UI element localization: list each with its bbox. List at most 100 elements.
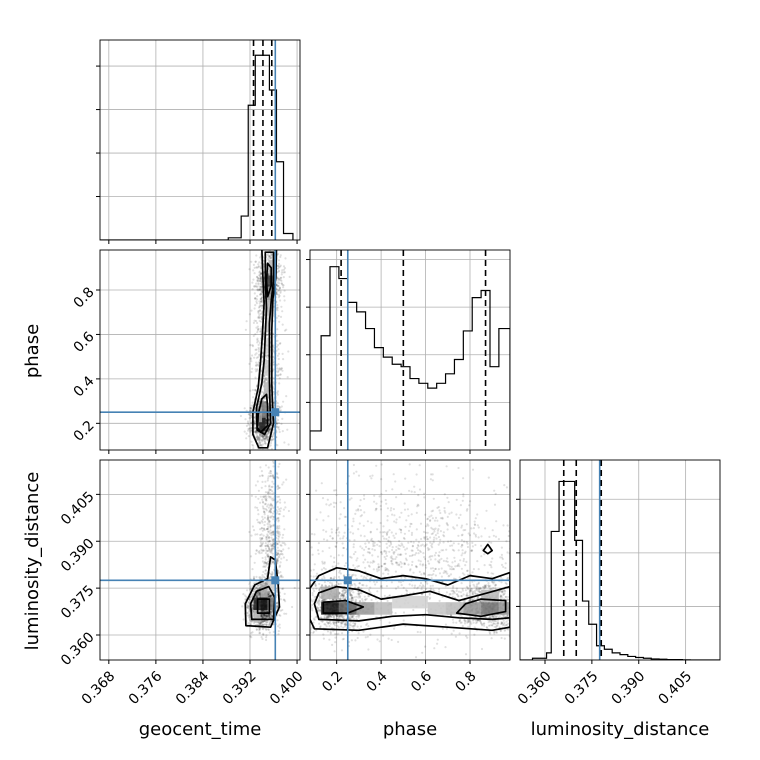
- sample-point: [262, 614, 265, 617]
- sample-point: [256, 436, 259, 439]
- sample-point: [270, 447, 273, 450]
- sample-point: [259, 434, 262, 437]
- sample-point: [351, 616, 354, 619]
- sample-point: [263, 379, 266, 382]
- sample-point: [256, 321, 259, 325]
- sample-point: [334, 584, 337, 587]
- sample-point: [428, 515, 431, 518]
- sample-point: [432, 569, 435, 573]
- sample-point: [263, 437, 266, 440]
- sample-point: [276, 495, 279, 498]
- sample-point: [417, 548, 420, 552]
- sample-point: [278, 382, 281, 385]
- contour-line: [265, 262, 273, 298]
- x-tick-label: 0.400: [267, 668, 307, 708]
- sample-point: [259, 293, 262, 296]
- sample-point: [264, 435, 268, 439]
- sample-point: [255, 594, 258, 597]
- sample-point: [258, 288, 262, 291]
- sample-point: [265, 436, 268, 439]
- sample-point: [255, 300, 258, 303]
- sample-point: [251, 354, 254, 357]
- sample-point: [529, 603, 531, 605]
- sample-point: [479, 620, 482, 623]
- sample-point: [271, 241, 273, 243]
- sample-point: [282, 276, 285, 279]
- sample-point: [265, 379, 268, 382]
- sample-point: [261, 355, 264, 358]
- sample-point: [268, 622, 271, 625]
- sample-point: [385, 550, 388, 553]
- sample-point: [270, 485, 273, 489]
- sample-point: [270, 550, 273, 553]
- sample-point: [255, 266, 258, 269]
- sample-point: [437, 543, 440, 546]
- sample-point: [251, 607, 254, 610]
- sample-point: [261, 433, 264, 437]
- sample-point: [266, 615, 269, 618]
- sample-point: [493, 630, 496, 634]
- sample-point: [453, 549, 456, 552]
- sample-point: [268, 256, 271, 259]
- sample-point: [429, 536, 432, 539]
- sample-point: [283, 271, 286, 274]
- sample-point: [267, 595, 270, 598]
- sample-point: [272, 492, 275, 495]
- sample-point: [276, 525, 279, 528]
- density-cell: [267, 578, 275, 592]
- sample-point: [445, 522, 448, 525]
- sample-point: [247, 605, 251, 608]
- sample-point: [275, 558, 278, 561]
- sample-point: [455, 589, 458, 593]
- sample-point: [321, 550, 324, 553]
- sample-point: [375, 568, 378, 571]
- sample-point: [280, 455, 282, 457]
- sample-point: [254, 586, 258, 589]
- sample-point: [276, 374, 279, 377]
- sample-point: [268, 592, 271, 595]
- sample-point: [397, 585, 400, 588]
- sample-point: [280, 271, 283, 274]
- sample-point: [261, 521, 264, 524]
- sample-point: [276, 354, 279, 357]
- sample-point: [267, 530, 270, 533]
- sample-point: [265, 499, 268, 502]
- sample-point: [259, 466, 262, 469]
- sample-point: [277, 279, 280, 282]
- sample-point: [270, 253, 273, 256]
- sample-point: [270, 611, 273, 614]
- sample-point: [279, 544, 282, 547]
- sample-point: [276, 456, 278, 458]
- sample-point: [269, 594, 272, 597]
- sample-point: [256, 279, 259, 282]
- sample-point: [257, 592, 260, 596]
- sample-point: [248, 530, 251, 534]
- sample-point: [276, 309, 279, 312]
- scatter-geocent-time-phase-plot-area: [100, 241, 300, 450]
- sample-point: [253, 423, 256, 427]
- sample-point: [265, 435, 268, 438]
- sample-point: [251, 367, 254, 370]
- sample-point: [263, 582, 266, 585]
- sample-point: [270, 615, 274, 618]
- sample-point: [257, 436, 261, 439]
- sample-point: [353, 539, 356, 542]
- sample-point: [472, 583, 475, 586]
- sample-point: [265, 582, 268, 585]
- sample-point: [271, 439, 274, 442]
- sample-point: [261, 615, 264, 618]
- sample-point: [261, 505, 264, 508]
- sample-point: [263, 441, 266, 444]
- sample-point: [256, 518, 259, 522]
- sample-point: [253, 297, 257, 300]
- sample-point: [339, 617, 342, 620]
- sample-point: [249, 587, 252, 590]
- sample-point: [259, 282, 262, 285]
- sample-point: [279, 373, 282, 376]
- sample-point: [391, 513, 394, 516]
- sample-point: [261, 623, 264, 626]
- sample-point: [283, 289, 286, 292]
- sample-point: [400, 553, 403, 556]
- sample-point: [258, 400, 261, 403]
- sample-point: [411, 584, 414, 587]
